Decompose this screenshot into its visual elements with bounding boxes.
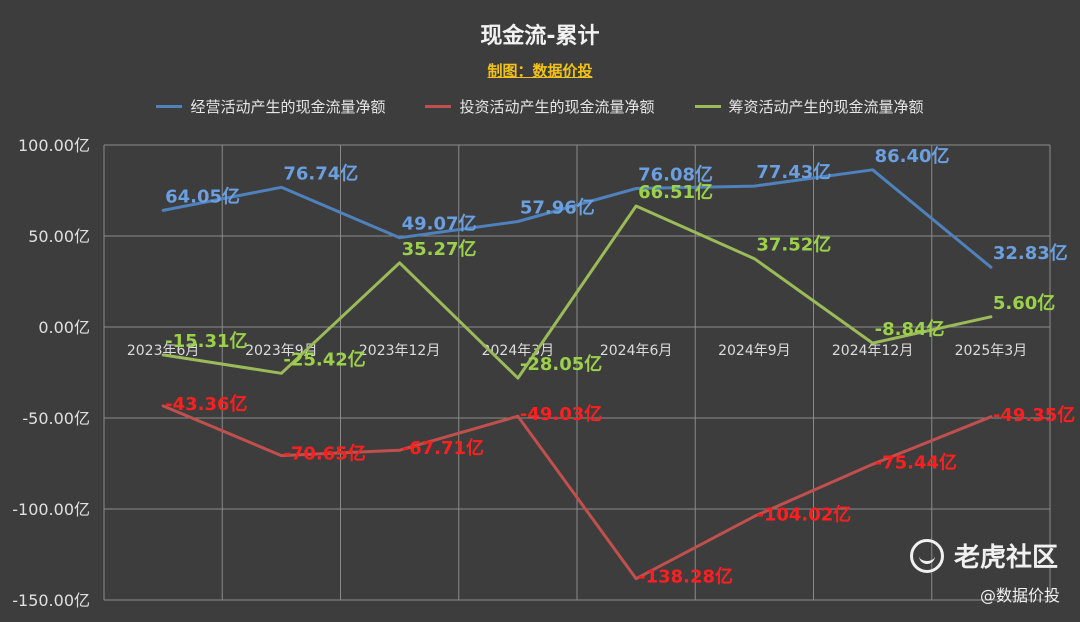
- legend: 经营活动产生的现金流量净额 投资活动产生的现金流量净额 筹资活动产生的现金流量净…: [0, 96, 1080, 117]
- data-label: -75.44亿: [875, 451, 957, 473]
- series-line-2: [161, 204, 993, 380]
- data-label: 86.40亿: [875, 145, 950, 167]
- legend-label-operating: 经营活动产生的现金流量净额: [190, 98, 386, 116]
- chart-title: 现金流-累计: [480, 24, 600, 49]
- legend-item-investing[interactable]: 投资活动产生的现金流量净额: [425, 96, 655, 117]
- data-label: 57.96亿: [520, 197, 595, 219]
- x-tick-label: 2023年6月: [127, 343, 200, 359]
- legend-swatch-investing: [425, 105, 452, 108]
- y-tick-label: -150.00亿: [12, 591, 90, 610]
- y-tick-label: 100.00亿: [18, 136, 90, 155]
- data-label: 76.08亿: [638, 164, 713, 186]
- data-label: 32.83亿: [993, 242, 1068, 264]
- legend-label-investing: 投资活动产生的现金流量净额: [459, 98, 655, 116]
- legend-label-financing: 筹资活动产生的现金流量净额: [728, 98, 924, 116]
- legend-swatch-financing: [694, 105, 721, 108]
- data-label: -43.36亿: [165, 393, 247, 415]
- x-tick-label: 2024年12月: [832, 343, 913, 359]
- series-line-0: [161, 168, 993, 269]
- data-label: -49.03亿: [520, 403, 602, 425]
- data-label: 5.60亿: [993, 292, 1055, 314]
- x-tick-label: 2024年9月: [718, 343, 791, 359]
- data-label: -8.84亿: [875, 318, 945, 340]
- chart-subtitle: 制图：数据价投: [487, 62, 593, 80]
- data-label: -49.35亿: [993, 404, 1075, 426]
- data-label: 35.27亿: [402, 238, 477, 260]
- series-line-1: [161, 404, 993, 581]
- watermark: 老虎社区: [909, 537, 1058, 574]
- data-label: 66.51亿: [638, 181, 713, 203]
- x-tick-label: 2024年6月: [600, 343, 673, 359]
- watermark-brand: 老虎社区: [953, 543, 1058, 573]
- watermark-handle: @数据价投: [979, 586, 1060, 605]
- y-tick-label: -50.00亿: [22, 409, 90, 428]
- data-label: 64.05亿: [165, 185, 240, 207]
- data-label: 37.52亿: [756, 234, 831, 256]
- data-label: -15.31亿: [165, 330, 247, 352]
- data-label: -25.42亿: [283, 348, 365, 370]
- data-label: -104.02亿: [756, 503, 851, 525]
- data-label: -67.71亿: [402, 437, 484, 459]
- x-tick-label: 2023年12月: [359, 343, 440, 359]
- y-tick-label: 50.00亿: [28, 227, 90, 246]
- y-tick-label: -100.00亿: [12, 500, 90, 519]
- data-label: 76.74亿: [283, 162, 358, 184]
- data-label: 77.43亿: [756, 161, 831, 183]
- x-tick-label: 2024年3月: [482, 343, 555, 359]
- x-tick-label: 2025年3月: [955, 343, 1028, 359]
- data-label: 49.07亿: [402, 213, 477, 235]
- y-tick-label: 0.00亿: [38, 318, 90, 337]
- legend-item-operating[interactable]: 经营活动产生的现金流量净额: [156, 96, 385, 117]
- data-label: -28.05亿: [520, 353, 602, 375]
- data-label: -138.28亿: [638, 566, 733, 588]
- tiger-logo-icon: [909, 538, 944, 573]
- legend-item-financing[interactable]: 筹资活动产生的现金流量净额: [694, 96, 924, 117]
- legend-swatch-operating: [156, 105, 183, 108]
- data-label: -70.65亿: [283, 443, 365, 465]
